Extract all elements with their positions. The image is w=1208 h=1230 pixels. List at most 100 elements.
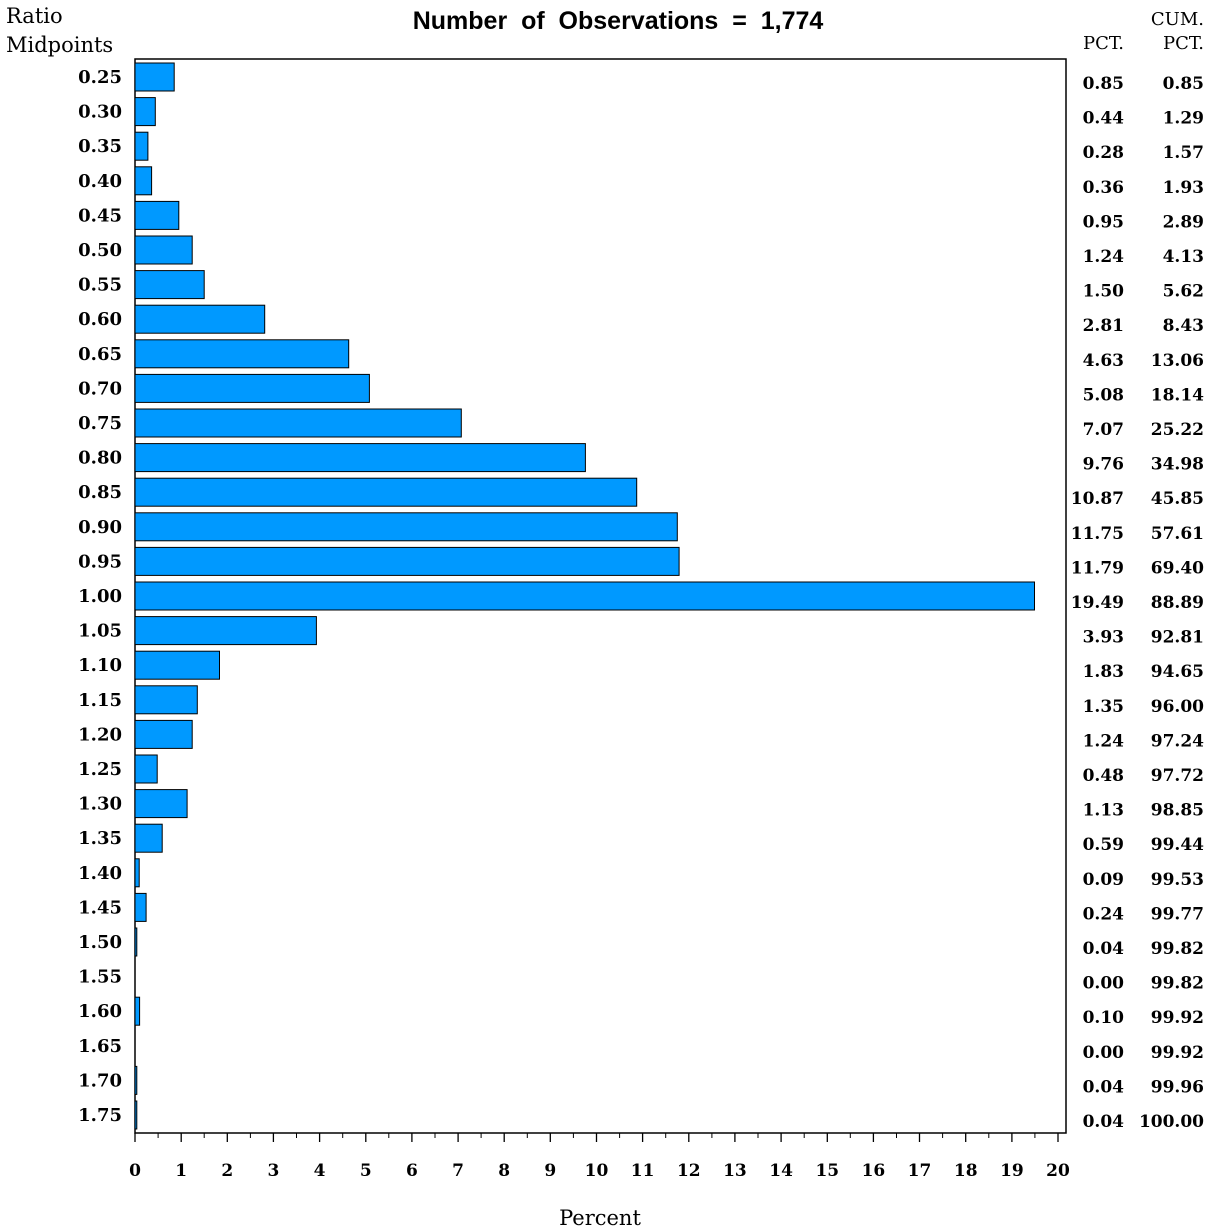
x-tick-label: 15 <box>815 1161 839 1181</box>
category-label: 1.35 <box>78 828 122 849</box>
cum-pct-label: 98.85 <box>1151 801 1204 821</box>
x-tick-label: 0 <box>129 1161 141 1181</box>
cum-pct-column-group: 0.85 1.29 1.57 1.93 2.89 4.13 5.62 8.43 13.06 18.… <box>1139 74 1204 1132</box>
pct-label: 1.13 <box>1083 801 1124 821</box>
cum-pct-label: 4.13 <box>1163 247 1204 267</box>
pct-column-header: PCT. <box>1083 33 1124 54</box>
cum-pct-label: 2.89 <box>1163 212 1204 232</box>
x-tick-label: 7 <box>452 1161 464 1181</box>
cum-pct-label: 34.98 <box>1151 455 1204 475</box>
category-label: 1.20 <box>78 724 122 745</box>
pct-label: 0.04 <box>1083 1077 1125 1097</box>
bar <box>134 650 220 680</box>
category-label: 0.95 <box>78 551 122 572</box>
category-label: 1.75 <box>78 1105 122 1126</box>
cum-pct-label: 1.29 <box>1163 109 1204 129</box>
pct-label: 3.93 <box>1083 628 1124 648</box>
category-label: 0.45 <box>78 205 122 226</box>
cum-pct-label: 1.93 <box>1163 178 1204 198</box>
bar <box>134 270 205 300</box>
x-tick-label: 4 <box>314 1161 326 1181</box>
pct-label: 0.95 <box>1083 212 1124 232</box>
category-label: 0.50 <box>78 240 122 261</box>
pct-column-group: 0.85 0.44 0.28 0.36 0.95 1.24 1.50 2.81 4.63 5.08… <box>1071 74 1124 1132</box>
x-tick-label: 1 <box>175 1161 187 1181</box>
cum-pct-header-line1: CUM. <box>1151 9 1204 30</box>
x-tick-label: 6 <box>406 1161 418 1181</box>
cum-pct-label: 99.82 <box>1151 974 1204 994</box>
cum-pct-label: 92.81 <box>1151 628 1204 648</box>
bar <box>134 62 175 92</box>
x-tick-label: 18 <box>954 1161 978 1181</box>
x-tick-label: 20 <box>1046 1161 1070 1181</box>
category-label: 0.25 <box>78 67 122 88</box>
bar <box>134 858 140 888</box>
bar <box>134 200 180 230</box>
bar <box>134 131 149 161</box>
cum-pct-label: 69.40 <box>1151 558 1204 578</box>
x-tick-label: 19 <box>1000 1161 1024 1181</box>
bar <box>134 373 370 403</box>
pct-label: 0.59 <box>1083 835 1124 855</box>
category-label: 0.70 <box>78 378 122 399</box>
pct-label: 0.44 <box>1083 109 1125 129</box>
category-label: 0.90 <box>78 517 122 538</box>
pct-label: 5.08 <box>1083 385 1124 405</box>
category-label: 1.00 <box>78 586 122 607</box>
category-label: 0.65 <box>78 344 122 365</box>
category-labels-group: 0.25 0.30 0.35 0.40 0.45 0.50 0.55 0.60 0.65 0.70… <box>78 67 122 1126</box>
cum-pct-header-line2: PCT. <box>1163 33 1204 54</box>
x-tick-label: 3 <box>267 1161 279 1181</box>
pct-label: 0.48 <box>1083 766 1124 786</box>
bar <box>134 339 350 369</box>
pct-label: 1.83 <box>1083 662 1124 682</box>
cum-pct-label: 13.06 <box>1151 351 1204 371</box>
bar <box>134 789 188 819</box>
bar <box>134 581 1035 611</box>
x-axis-label: Percent <box>559 1206 641 1230</box>
cum-pct-label: 0.85 <box>1163 74 1204 94</box>
bar <box>134 546 680 576</box>
pct-label: 7.07 <box>1083 420 1124 440</box>
category-label: 1.65 <box>78 1036 122 1057</box>
category-label: 0.85 <box>78 482 122 503</box>
pct-label: 0.36 <box>1083 178 1124 198</box>
bar <box>134 235 193 265</box>
x-tick-label: 14 <box>769 1161 793 1181</box>
cum-pct-label: 99.44 <box>1151 835 1204 855</box>
y-axis-label-line1: Ratio <box>6 4 63 28</box>
x-tick-label: 5 <box>360 1161 372 1181</box>
cum-pct-label: 45.85 <box>1151 489 1204 509</box>
bar <box>134 166 153 196</box>
pct-label: 0.09 <box>1083 870 1124 890</box>
category-label: 0.75 <box>78 413 122 434</box>
bar <box>134 304 266 334</box>
pct-label: 9.76 <box>1083 455 1124 475</box>
category-label: 1.50 <box>78 932 122 953</box>
x-tick-label: 9 <box>544 1161 556 1181</box>
pct-label: 0.85 <box>1083 74 1124 94</box>
category-label: 0.55 <box>78 275 122 296</box>
bar <box>134 1065 138 1095</box>
category-label: 1.30 <box>78 794 122 815</box>
x-tick-label: 2 <box>221 1161 233 1181</box>
x-axis-group: 0 1 2 3 4 5 6 7 8 9 10 11 12 13 14 15 16 17 18 19 20 <box>129 1133 1070 1181</box>
cum-pct-label: 99.53 <box>1151 870 1204 890</box>
x-tick-label: 17 <box>908 1161 932 1181</box>
category-label: 1.70 <box>78 1070 122 1091</box>
bar <box>134 97 156 127</box>
category-label: 1.55 <box>78 967 122 988</box>
cum-pct-label: 57.61 <box>1151 524 1204 544</box>
pct-label: 2.81 <box>1083 316 1124 336</box>
cum-pct-label: 8.43 <box>1163 316 1204 336</box>
category-label: 1.05 <box>78 621 122 642</box>
category-label: 1.45 <box>78 897 122 918</box>
x-tick-label: 16 <box>862 1161 886 1181</box>
category-label: 0.40 <box>78 171 122 192</box>
x-tick-label: 8 <box>498 1161 510 1181</box>
bar <box>134 443 586 473</box>
pct-label: 1.24 <box>1083 247 1125 267</box>
category-label: 1.40 <box>78 863 122 884</box>
pct-label: 0.00 <box>1083 974 1125 994</box>
bars-group <box>134 62 1035 1130</box>
